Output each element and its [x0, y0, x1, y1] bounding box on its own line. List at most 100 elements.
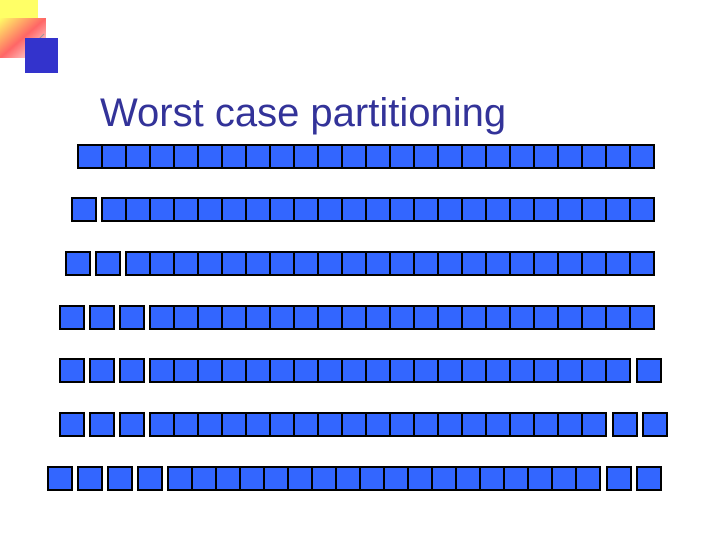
array-cell: [89, 305, 115, 330]
array-cell: [101, 144, 127, 169]
array-cell: [581, 412, 607, 437]
array-cell: [612, 412, 638, 437]
array-cell: [311, 466, 337, 491]
array-cell: [173, 251, 199, 276]
array-cell: [479, 466, 505, 491]
array-cell: [119, 358, 145, 383]
array-cell: [107, 466, 133, 491]
array-cell: [269, 412, 295, 437]
array-cell: [533, 305, 559, 330]
array-cell: [413, 251, 439, 276]
array-cell: [125, 251, 151, 276]
array-cell: [605, 358, 631, 383]
array-cell: [341, 305, 367, 330]
array-cell: [71, 197, 97, 222]
array-cell: [197, 412, 223, 437]
array-cell: [119, 412, 145, 437]
array-cell: [557, 412, 583, 437]
array-cell: [455, 466, 481, 491]
array-cell: [197, 358, 223, 383]
array-cell: [293, 305, 319, 330]
array-cell: [89, 412, 115, 437]
array-cell: [581, 251, 607, 276]
array-cell: [365, 251, 391, 276]
array-cell: [533, 144, 559, 169]
array-cell: [557, 197, 583, 222]
array-cell: [581, 144, 607, 169]
array-cell: [59, 358, 85, 383]
array-cell: [173, 305, 199, 330]
array-cell: [95, 251, 121, 276]
array-cell: [503, 466, 529, 491]
array-cell: [221, 305, 247, 330]
array-cell: [485, 144, 511, 169]
array-cell: [629, 197, 655, 222]
array-cell: [365, 144, 391, 169]
array-cell: [245, 251, 271, 276]
array-cell: [341, 197, 367, 222]
array-cell: [407, 466, 433, 491]
array-cell: [359, 466, 385, 491]
array-cell: [149, 305, 175, 330]
array-cell: [341, 412, 367, 437]
array-cell: [485, 358, 511, 383]
array-cell: [293, 412, 319, 437]
array-cell: [575, 466, 601, 491]
array-cell: [605, 197, 631, 222]
array-cell: [509, 251, 535, 276]
array-cell: [317, 412, 343, 437]
array-cell: [215, 466, 241, 491]
array-cell: [437, 412, 463, 437]
array-cell: [557, 305, 583, 330]
array-cell: [341, 251, 367, 276]
array-cell: [533, 251, 559, 276]
array-cell: [461, 144, 487, 169]
array-cell: [581, 305, 607, 330]
array-cell: [191, 466, 217, 491]
array-cell: [509, 144, 535, 169]
array-cell: [437, 251, 463, 276]
array-cell: [365, 197, 391, 222]
array-cell: [335, 466, 361, 491]
array-cell: [245, 197, 271, 222]
array-cell: [65, 251, 91, 276]
array-cell: [527, 466, 553, 491]
array-cell: [605, 251, 631, 276]
array-cell: [485, 251, 511, 276]
slide-title: Worst case partitioning: [100, 91, 506, 135]
array-cell: [642, 412, 668, 437]
array-cell: [125, 197, 151, 222]
decor-blue: [25, 38, 58, 73]
array-cell: [167, 466, 193, 491]
array-cell: [533, 358, 559, 383]
array-cell: [245, 412, 271, 437]
array-cell: [293, 197, 319, 222]
array-cell: [413, 197, 439, 222]
array-cell: [269, 144, 295, 169]
array-cell: [137, 466, 163, 491]
array-cell: [341, 144, 367, 169]
array-cell: [293, 358, 319, 383]
array-cell: [221, 197, 247, 222]
array-cell: [581, 358, 607, 383]
array-cell: [461, 197, 487, 222]
array-cell: [389, 358, 415, 383]
array-cell: [431, 466, 457, 491]
array-cell: [437, 305, 463, 330]
array-cell: [317, 358, 343, 383]
array-cell: [533, 412, 559, 437]
array-cell: [125, 144, 151, 169]
array-cell: [636, 466, 662, 491]
array-cell: [119, 305, 145, 330]
array-cell: [557, 144, 583, 169]
array-cell: [197, 251, 223, 276]
array-cell: [173, 412, 199, 437]
array-cell: [461, 358, 487, 383]
array-cell: [293, 251, 319, 276]
array-cell: [413, 144, 439, 169]
array-cell: [606, 466, 632, 491]
array-cell: [389, 144, 415, 169]
array-cell: [221, 412, 247, 437]
